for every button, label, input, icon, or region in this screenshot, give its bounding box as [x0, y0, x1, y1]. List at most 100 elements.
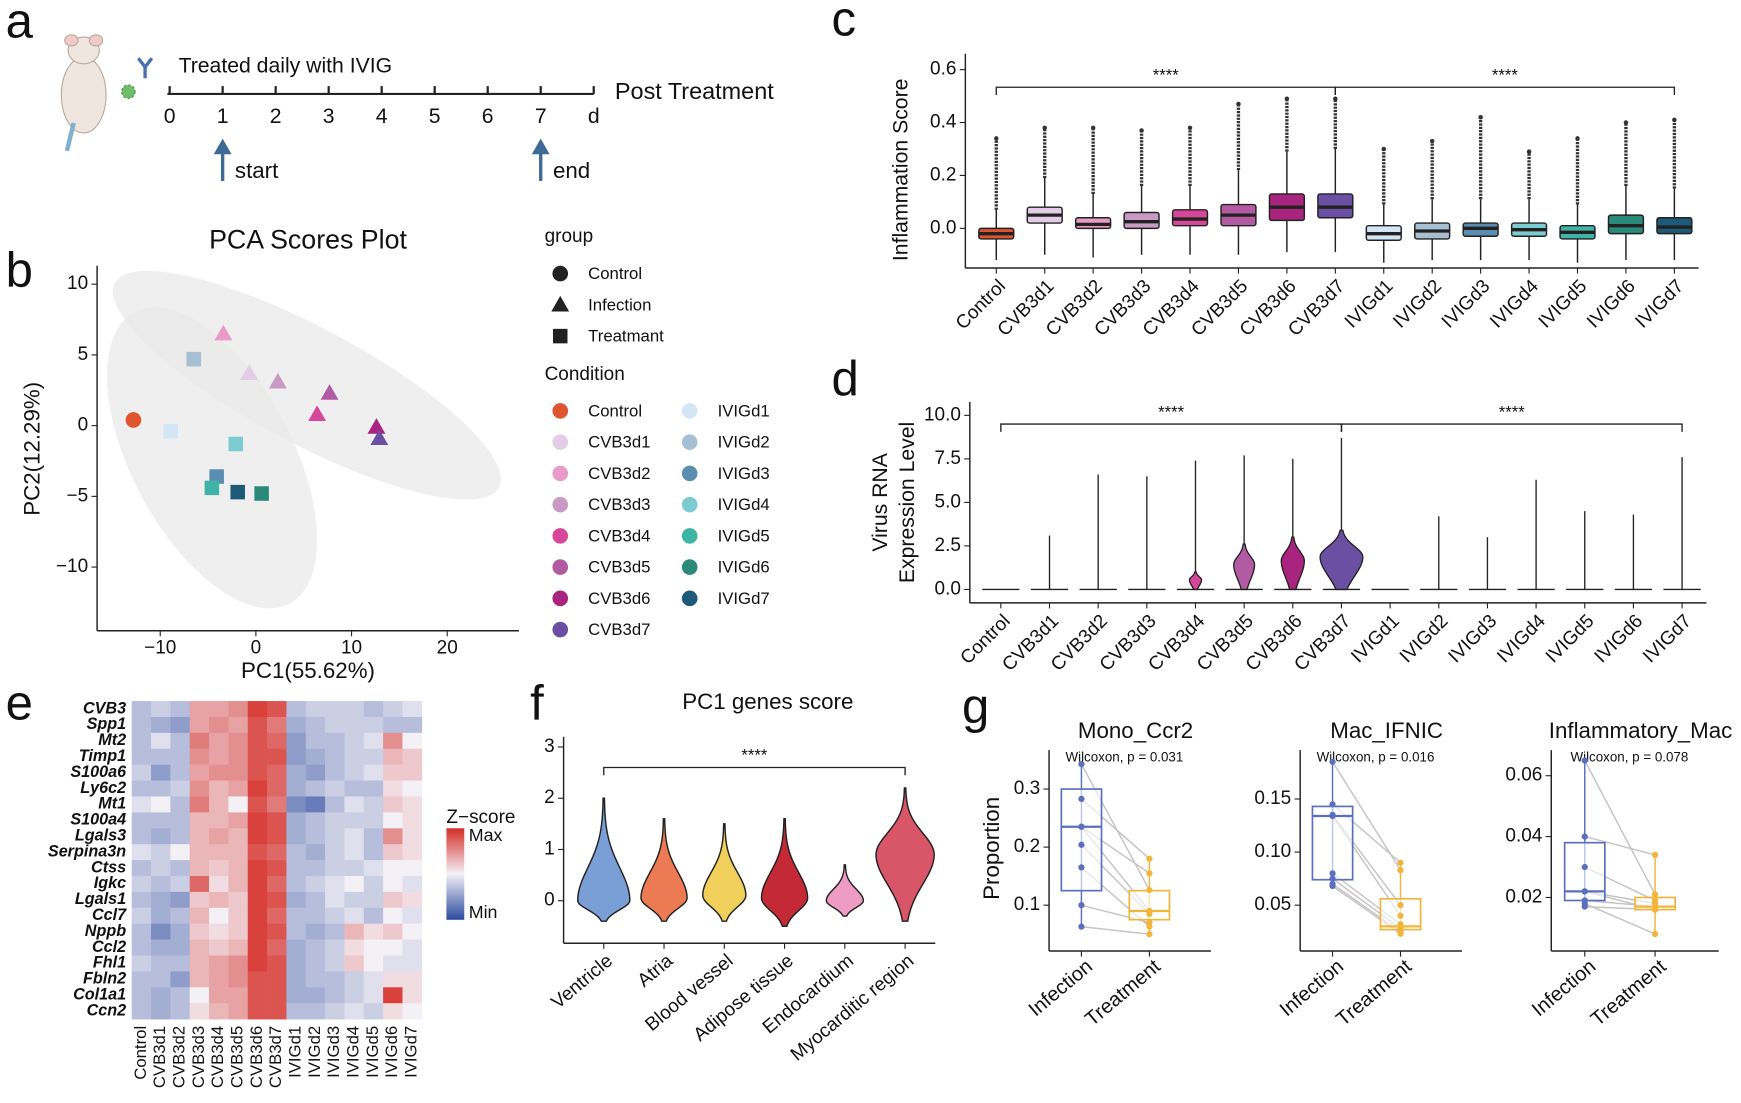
- heatmap-cell: [305, 1003, 326, 1020]
- outlier-top: [1139, 128, 1144, 133]
- legend-title: group: [545, 226, 594, 247]
- point: [186, 351, 201, 367]
- legend-title: Z−score: [446, 807, 515, 828]
- heatmap-cell: [402, 860, 423, 877]
- heatmap-cell: [189, 907, 210, 925]
- legend-label: CVB3d4: [588, 526, 650, 545]
- heatmap-cell: [383, 955, 403, 972]
- heatmap-cell: [228, 875, 249, 893]
- heatmap-cell: [383, 971, 403, 988]
- heatmap-cell: [383, 716, 403, 734]
- heatmap-cell: [363, 923, 384, 940]
- column-label: IVIGd1: [286, 1026, 305, 1078]
- column-label: CVB3d1: [150, 1026, 169, 1088]
- legend-marker: [552, 434, 569, 450]
- heatmap-cell: [151, 891, 171, 909]
- point: [125, 412, 142, 428]
- heatmap-cell: [189, 875, 210, 893]
- heatmap-cell: [267, 844, 287, 861]
- heatmap-cell: [131, 939, 152, 956]
- heatmap-cell: [170, 828, 191, 845]
- point: [1078, 923, 1085, 930]
- heatmap-cell: [383, 891, 403, 909]
- heatmap-cell: [228, 764, 249, 781]
- heatmap-cell: [286, 796, 307, 813]
- point: [320, 384, 339, 400]
- heatmap-cell: [383, 939, 403, 956]
- heatmap-cell: [247, 716, 268, 734]
- legend-marker: [681, 465, 698, 482]
- heatmap-cell: [209, 764, 229, 781]
- heatmap-cell: [402, 701, 423, 718]
- legend-label: Control: [588, 264, 642, 283]
- outlier-top: [1090, 125, 1096, 131]
- legend-label: IVIGd2: [718, 433, 770, 452]
- timeline-tick-label: 2: [270, 105, 282, 128]
- heatmap-cell: [247, 796, 268, 813]
- heatmap-cell: [286, 701, 307, 718]
- heatmap-cell: [267, 701, 287, 718]
- heatmap-cell: [344, 796, 365, 813]
- outlier-top: [1623, 120, 1629, 125]
- heatmap-cell: [228, 844, 249, 861]
- column-label: IVIGd6: [382, 1026, 401, 1078]
- column-label: CVB3d6: [247, 1026, 266, 1088]
- heatmap-cell: [247, 748, 268, 765]
- heatmap-cell: [325, 860, 345, 877]
- heatmap-cell: [131, 860, 152, 877]
- heatmap-cell: [286, 860, 307, 877]
- heatmap-cell: [383, 732, 403, 750]
- heatmap-cell: [247, 844, 268, 861]
- point: [1146, 886, 1153, 894]
- heatmap-cell: [402, 1003, 423, 1020]
- heatmap-cell: [305, 748, 326, 765]
- heatmap-cell: [325, 971, 345, 988]
- heatmap-cell: [305, 955, 326, 972]
- heatmap-cell: [363, 732, 384, 750]
- heatmap-cell: [363, 860, 384, 877]
- heatmap-cell: [170, 780, 191, 797]
- panel-label: g: [962, 680, 989, 734]
- heatmap-cell: [305, 732, 326, 750]
- heatmap-cell: [209, 1003, 229, 1020]
- heatmap-cell: [363, 875, 384, 893]
- y-tick-label: 0: [78, 415, 89, 436]
- heatmap-cell: [402, 923, 423, 940]
- heatmap-cell: [402, 907, 423, 925]
- legend-marker: [552, 265, 569, 282]
- point: [1146, 919, 1153, 926]
- heatmap-cell: [131, 716, 152, 734]
- y-tick-label: 0.3: [1014, 778, 1040, 799]
- heatmap-cell: [363, 764, 384, 781]
- outlier-top: [1381, 146, 1386, 152]
- legend-label: Treatmant: [588, 327, 664, 346]
- y-tick-label: 10.0: [924, 404, 961, 425]
- pair-line: [1584, 835, 1656, 856]
- heatmap-cell: [363, 812, 384, 829]
- heatmap-cell: [151, 701, 171, 718]
- heatmap-cell: [383, 796, 403, 813]
- heatmap-cell: [209, 732, 229, 750]
- heatmap-cell: [363, 844, 384, 861]
- heatmap-cell: [170, 891, 191, 909]
- heatmap-cell: [170, 1003, 191, 1020]
- heatmap-cell: [267, 764, 287, 781]
- legend-marker: [552, 465, 569, 482]
- heatmap-cell: [131, 875, 152, 893]
- heatmap-cell: [286, 923, 307, 940]
- heatmap-cell: [402, 812, 423, 829]
- heatmap-cell: [267, 939, 287, 956]
- heatmap-cell: [267, 907, 287, 925]
- heatmap-cell: [151, 939, 171, 956]
- heatmap-cell: [267, 955, 287, 972]
- heatmap-cell: [344, 1003, 365, 1020]
- y-tick-label: 7.5: [935, 448, 961, 469]
- heatmap-cell: [305, 923, 326, 940]
- heatmap-cell: [170, 987, 191, 1004]
- heatmap-cell: [189, 828, 210, 845]
- point: [1078, 760, 1085, 768]
- timeline-marker: end: [553, 158, 590, 183]
- heatmap-cell: [228, 732, 249, 750]
- heatmap-cell: [209, 923, 229, 940]
- y-tick-label: 0.1: [1014, 894, 1040, 915]
